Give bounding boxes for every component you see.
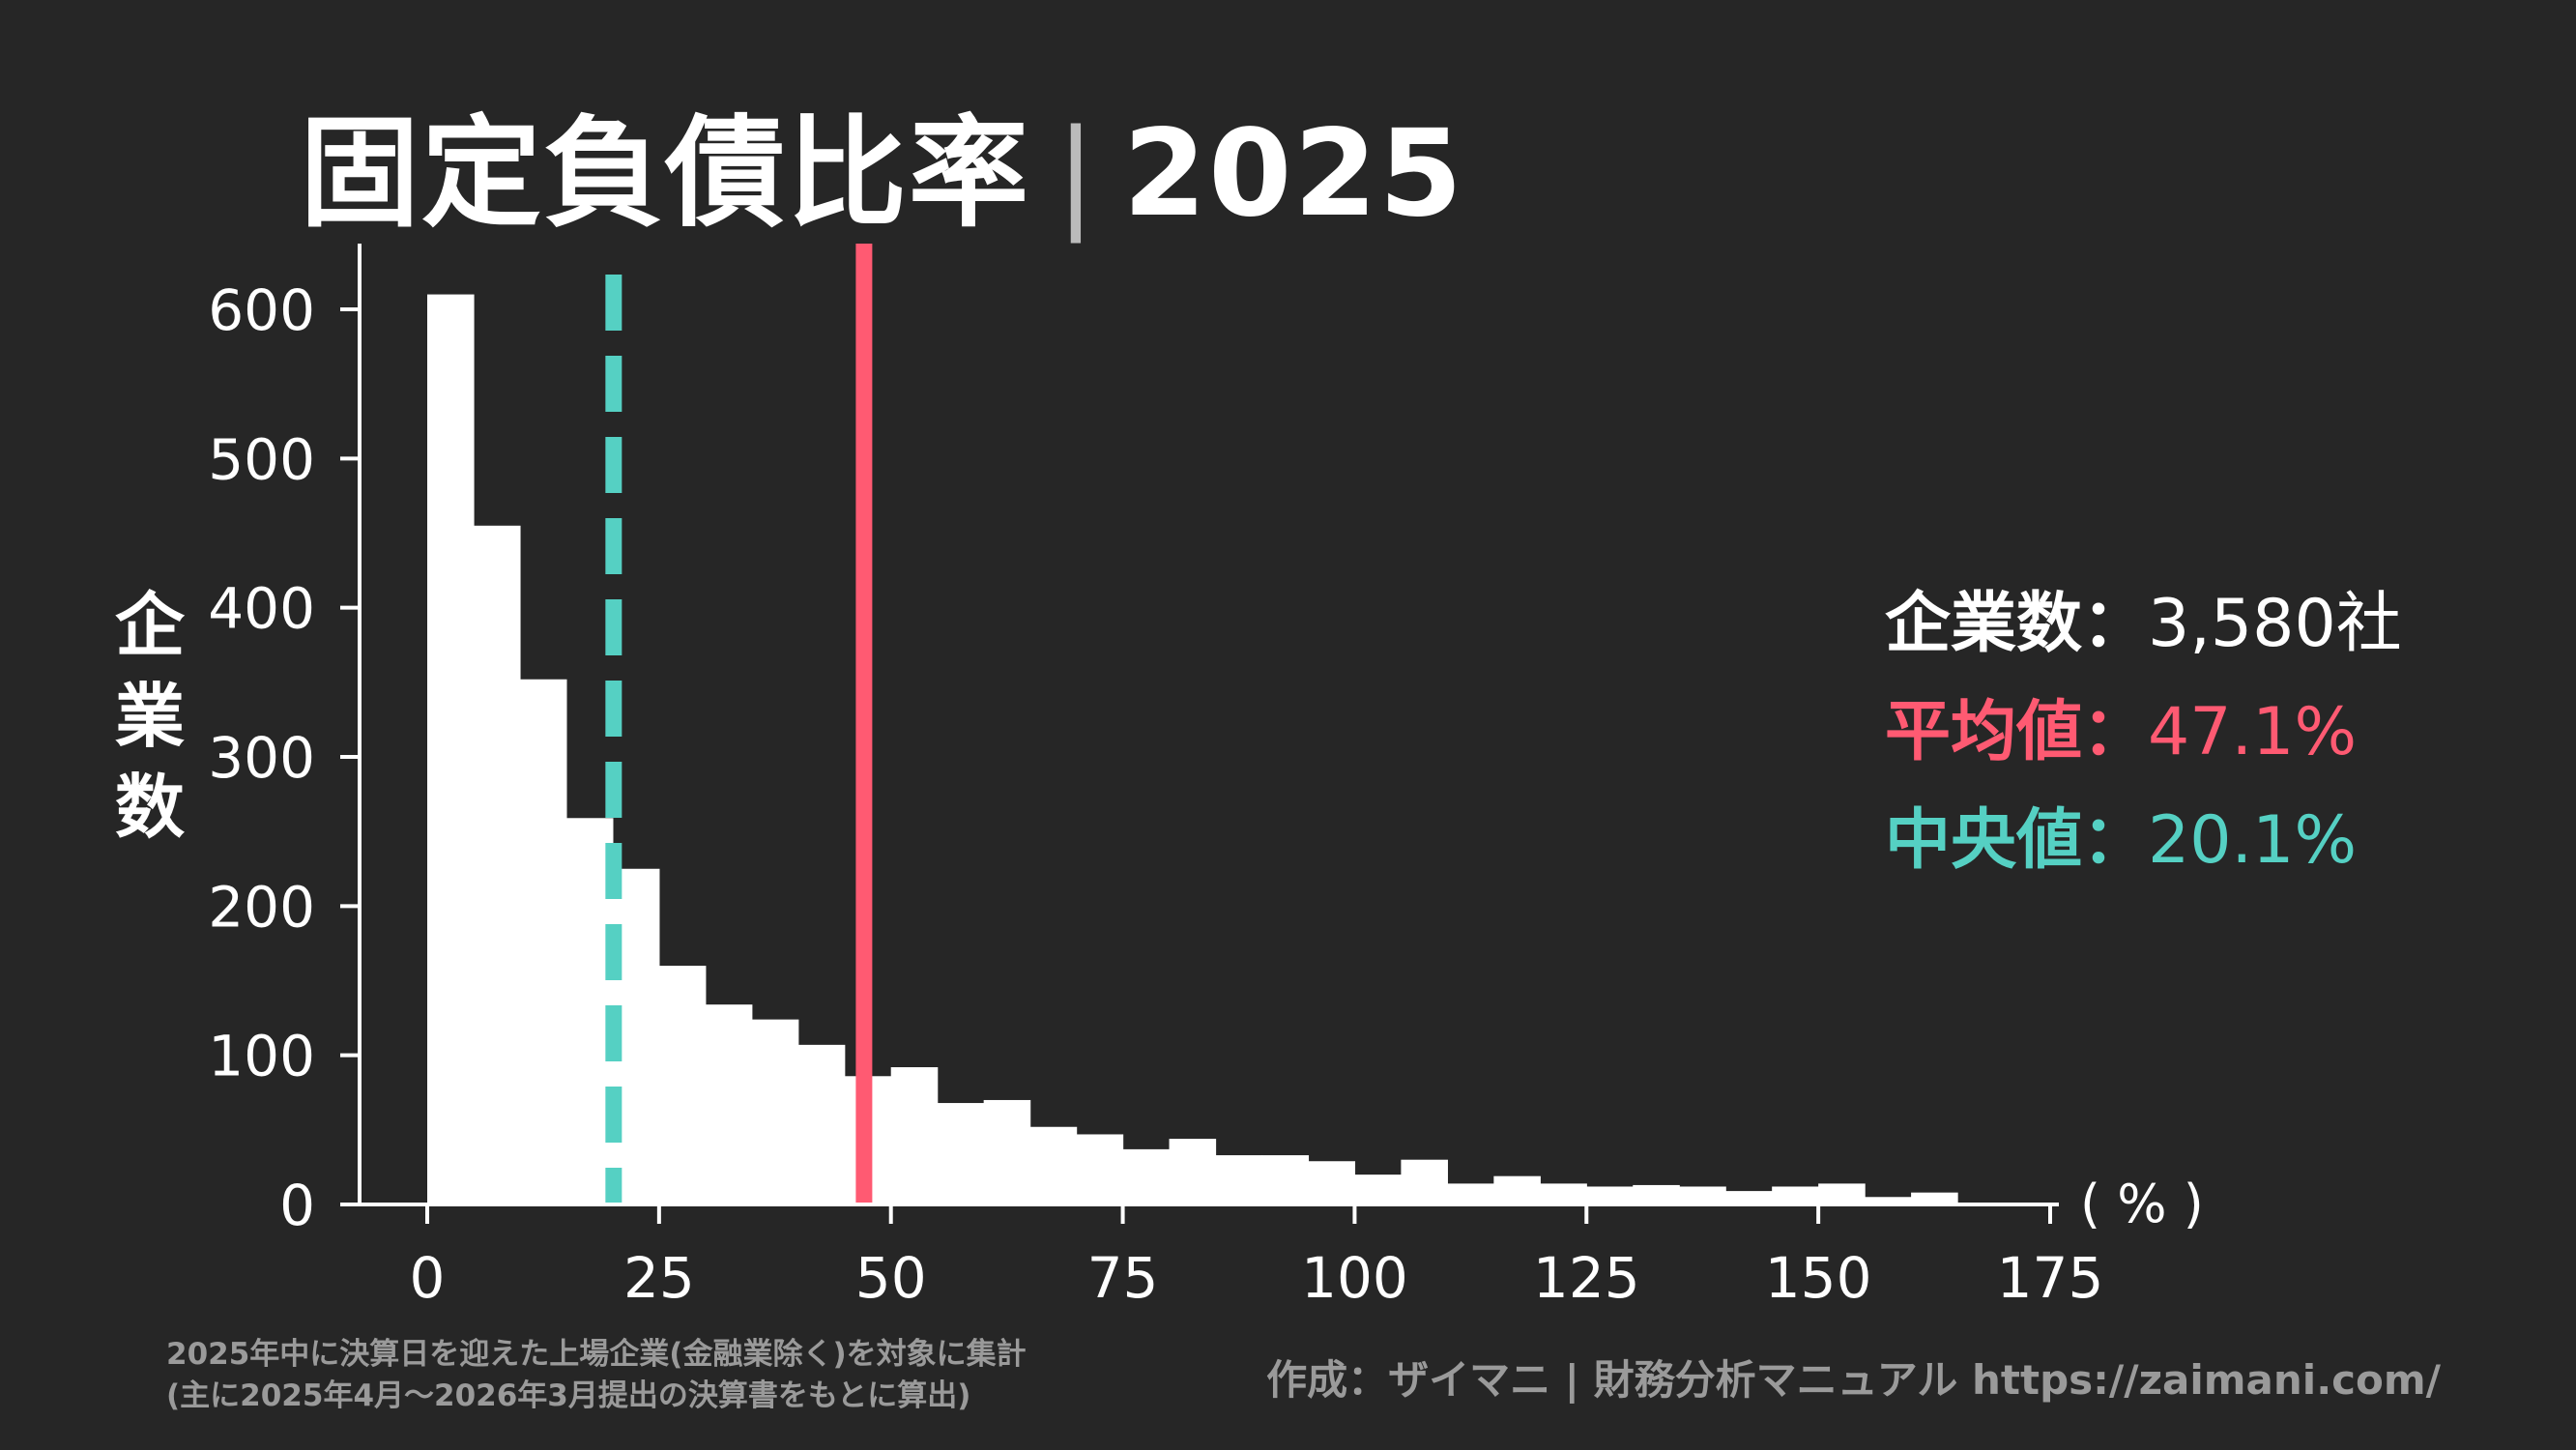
x-tick-label: 175 <box>1997 1245 2104 1311</box>
histogram-bar <box>705 1004 753 1204</box>
stat-mean-colon: ： <box>2082 694 2149 770</box>
histogram-bar <box>1493 1175 1541 1204</box>
histogram-bar <box>1725 1191 1773 1204</box>
ticks: 0 100 200 300 400 500 600 0 25 50 75 100 125 150 175 ( … <box>208 277 2204 1311</box>
title-separator: | <box>1056 104 1098 244</box>
x-tick-label: 125 <box>1533 1245 1640 1311</box>
stat-median: 中央値：20.1% <box>1885 787 2402 895</box>
title-main: 固定負債比率 <box>300 104 1031 244</box>
x-axis-unit: ( % ) <box>2080 1174 2204 1234</box>
histogram-bar <box>1261 1155 1310 1204</box>
histogram-bar <box>1911 1192 1958 1204</box>
stat-median-colon: ： <box>2082 802 2149 879</box>
histogram-bar <box>1447 1183 1494 1204</box>
x-tick-label: 25 <box>623 1245 695 1311</box>
histogram-bar <box>1215 1155 1263 1204</box>
histogram-bar <box>797 1044 846 1204</box>
axes <box>358 244 2059 1206</box>
chart-title: 固定負債比率 | 2025 <box>300 75 1464 249</box>
title-year: 2025 <box>1122 104 1464 244</box>
histogram-bar <box>1401 1159 1448 1204</box>
histogram-bar <box>1818 1183 1866 1204</box>
histogram-bar <box>983 1099 1031 1204</box>
histogram-bar <box>1540 1183 1587 1204</box>
histogram-bar <box>937 1103 985 1204</box>
histogram-bars <box>427 294 1958 1205</box>
histogram-bar <box>751 1019 799 1204</box>
y-tick-label: 600 <box>208 277 315 343</box>
footnote-line-2: (主に2025年4月～2026年3月提出の決算書をもとに算出) <box>166 1378 971 1413</box>
histogram-bar <box>658 966 707 1204</box>
histogram-bar <box>519 679 567 1204</box>
histogram-bar <box>473 525 521 1204</box>
reference-lines <box>605 244 873 1204</box>
stat-count-value: 3,580社 <box>2148 586 2402 662</box>
y-tick-label: 400 <box>208 576 315 642</box>
histogram-bar <box>1633 1184 1680 1204</box>
histogram-bar <box>427 294 475 1205</box>
histogram-bar <box>1308 1161 1356 1204</box>
stat-count-label: 企業数 <box>1885 586 2083 662</box>
histogram-bar <box>1122 1148 1171 1204</box>
histogram-bar <box>1169 1139 1217 1204</box>
x-tick-label: 50 <box>855 1245 927 1311</box>
stat-count-colon: ： <box>2082 586 2149 662</box>
y-tick-label: 200 <box>208 874 315 940</box>
stat-mean-value: 47.1% <box>2148 694 2358 770</box>
stat-count: 企業数：3,580社 <box>1885 570 2402 679</box>
y-tick-label: 0 <box>279 1173 315 1238</box>
x-tick-label: 100 <box>1301 1245 1408 1311</box>
credit: 作成：ザイマニ | 財務分析マニュアル https://zaimani.com/ <box>1266 1356 2441 1404</box>
footnote-line-1: 2025年中に決算日を迎えた上場企業(金融業除く)を対象に集計 <box>166 1337 1027 1372</box>
x-tick-label: 75 <box>1087 1245 1159 1311</box>
histogram-bar <box>1865 1197 1912 1204</box>
stat-mean: 平均値：47.1% <box>1885 679 2402 787</box>
histogram-bar <box>1679 1186 1726 1204</box>
stat-mean-label: 平均値 <box>1885 694 2083 770</box>
y-axis-label: 企業数 <box>114 585 185 848</box>
x-tick-label: 0 <box>410 1245 446 1311</box>
stat-median-label: 中央値 <box>1885 802 2083 879</box>
histogram-bar <box>1772 1186 1819 1204</box>
summary-stats: 企業数：3,580社 平均値：47.1% 中央値：20.1% <box>1885 570 2402 895</box>
y-tick-label: 100 <box>208 1024 315 1089</box>
histogram-bar <box>1029 1126 1078 1204</box>
histogram-bar <box>890 1067 939 1204</box>
x-tick-label: 150 <box>1765 1245 1872 1311</box>
y-tick-label: 500 <box>208 426 315 492</box>
footnote: 2025年中に決算日を迎えた上場企業(金融業除く)を対象に集計 (主に2025年… <box>166 1334 1027 1417</box>
histogram-bar <box>1354 1174 1402 1204</box>
y-tick-label: 300 <box>208 725 315 791</box>
histogram-bar <box>1076 1134 1124 1204</box>
histogram-bar <box>1586 1186 1634 1204</box>
stat-median-value: 20.1% <box>2148 802 2358 879</box>
